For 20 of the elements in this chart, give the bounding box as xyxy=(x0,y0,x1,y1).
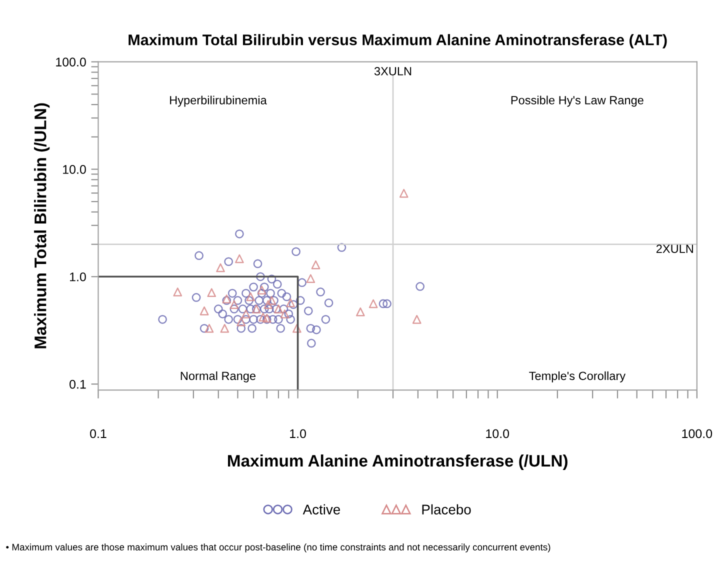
annotation: Normal Range xyxy=(180,371,256,382)
text: • Maximum values are those maximum values that occur post-baseline (no time constraints and not necessarily concurrent events) xyxy=(6,544,550,552)
x-tick-label: 0.1 xyxy=(90,429,106,438)
legend-label: Active xyxy=(302,504,340,514)
x-axis-title: Maximum Alanine Aminotransferase (/ULN) xyxy=(228,454,568,470)
y-tick-label: 0.1 xyxy=(70,380,86,389)
annotation: Temple's Corollary xyxy=(529,371,626,382)
ref-line-label: 2XULN xyxy=(656,244,693,253)
x-tick-label: 10.0 xyxy=(486,429,510,438)
chart-title: Maximum Total Bilirubin versus Maximum Alanine Aminotransferase (ALT) xyxy=(128,34,667,48)
annotation: Hyperbilirubinemia xyxy=(170,96,267,107)
y-tick-label: 10.0 xyxy=(63,165,86,174)
annotation: Possible Hy's Law Range xyxy=(511,96,644,107)
y-tick-label: 100.0 xyxy=(56,58,86,66)
y-tick-label: 1.0 xyxy=(70,272,86,282)
x-tick-label: 100.0 xyxy=(682,429,712,438)
ref-line-label: 3XULN xyxy=(374,67,412,76)
y-axis-title: Maximum Total Bilirubin (/ULN) xyxy=(34,103,50,348)
x-tick-label: 1.0 xyxy=(290,429,306,438)
legend-label: Placebo xyxy=(422,504,471,514)
